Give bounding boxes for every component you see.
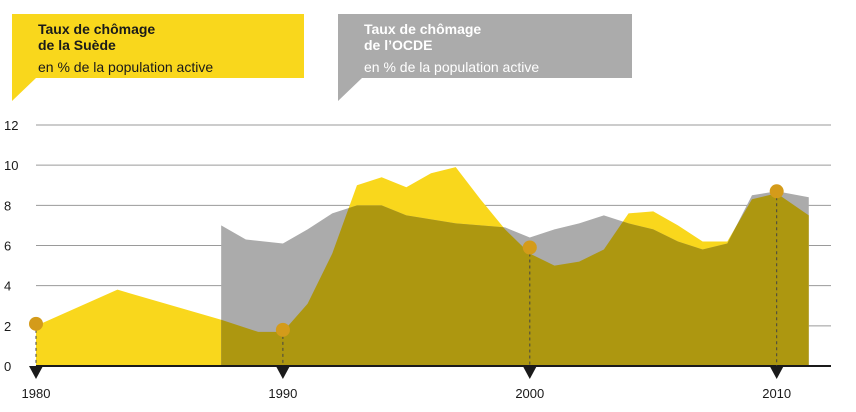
x-tick-label-2010: 2010 xyxy=(762,386,791,401)
axes: 1980 1990 2000 2010 xyxy=(22,365,831,401)
legend-sweden-subtitle: en % de la population active xyxy=(38,59,214,75)
y-tick-label-8: 8 xyxy=(4,198,11,213)
y-tick-label-12: 12 xyxy=(4,118,18,133)
x-tick-label-1980: 1980 xyxy=(22,386,51,401)
area-overlap xyxy=(221,191,809,366)
marker-point-1980 xyxy=(29,316,43,331)
marker-point-2010 xyxy=(769,184,784,199)
x-tick-label-1990: 1990 xyxy=(268,386,297,401)
y-tick-label-6: 6 xyxy=(4,239,11,254)
areas xyxy=(36,167,809,366)
marker-point-2000 xyxy=(522,240,537,255)
y-tick-label-2: 2 xyxy=(4,319,11,334)
legend-sweden-box xyxy=(12,14,304,101)
legend-sweden-title-line2: de la Suède xyxy=(38,37,116,53)
x-tick-marker-1980 xyxy=(29,366,43,379)
x-tick-marker-1990 xyxy=(275,366,290,379)
legend-oecd-title-line1: Taux de chômage xyxy=(364,21,482,37)
legend-sweden-shape xyxy=(12,14,304,101)
legend-oecd-shape xyxy=(338,14,632,101)
x-tick-label-2000: 2000 xyxy=(515,386,544,401)
marker-point-1990 xyxy=(275,322,290,337)
legend-sweden: Taux de chômage de la Suède en % de la p… xyxy=(12,14,304,101)
markers xyxy=(29,184,784,366)
y-tick-label-4: 4 xyxy=(4,279,11,294)
legend-oecd-title-line2: de l’OCDE xyxy=(364,37,433,53)
legend-oecd: Taux de chômage de l’OCDE en % de la pop… xyxy=(338,14,632,101)
y-tick-label-10: 10 xyxy=(4,158,18,173)
legend-oecd-box xyxy=(338,14,632,101)
x-tick-marker-2010 xyxy=(769,366,784,379)
legend-sweden-title-line1: Taux de chômage xyxy=(38,21,156,37)
legend-oecd-subtitle: en % de la population active xyxy=(364,59,540,75)
y-tick-label-0: 0 xyxy=(4,359,11,374)
x-tick-marker-2000 xyxy=(522,366,537,379)
